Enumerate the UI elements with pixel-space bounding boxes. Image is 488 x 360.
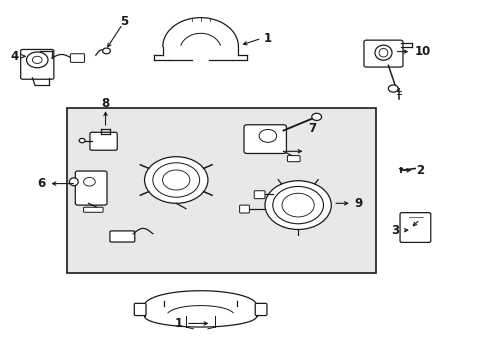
Circle shape (79, 138, 85, 143)
Text: 8: 8 (101, 98, 109, 111)
FancyBboxPatch shape (20, 49, 54, 79)
FancyBboxPatch shape (244, 125, 286, 153)
Text: 2: 2 (415, 164, 423, 177)
Circle shape (387, 85, 397, 92)
FancyBboxPatch shape (70, 54, 84, 62)
Text: 7: 7 (308, 122, 316, 135)
Ellipse shape (378, 48, 387, 57)
FancyBboxPatch shape (363, 40, 402, 67)
Circle shape (153, 163, 199, 197)
Ellipse shape (69, 178, 78, 186)
Circle shape (264, 181, 330, 229)
Ellipse shape (374, 45, 391, 60)
Bar (66, 108, 375, 273)
FancyBboxPatch shape (255, 303, 266, 316)
Circle shape (144, 157, 207, 203)
Circle shape (83, 177, 95, 186)
Circle shape (102, 48, 110, 54)
FancyBboxPatch shape (287, 156, 300, 162)
FancyBboxPatch shape (110, 231, 135, 242)
Text: 1: 1 (174, 317, 183, 330)
Circle shape (26, 52, 48, 68)
Text: 4: 4 (10, 50, 19, 63)
Text: 1: 1 (264, 32, 271, 45)
Circle shape (32, 56, 42, 63)
FancyBboxPatch shape (90, 132, 117, 150)
FancyBboxPatch shape (134, 303, 146, 316)
Circle shape (259, 130, 276, 142)
Text: 10: 10 (413, 45, 430, 58)
Text: 6: 6 (37, 177, 45, 190)
Text: 3: 3 (391, 224, 399, 237)
FancyBboxPatch shape (75, 171, 107, 205)
Circle shape (282, 193, 314, 217)
Text: 5: 5 (120, 15, 128, 28)
Circle shape (162, 170, 189, 190)
FancyBboxPatch shape (254, 191, 264, 199)
Circle shape (311, 113, 321, 121)
FancyBboxPatch shape (399, 213, 430, 242)
FancyBboxPatch shape (83, 207, 103, 212)
FancyBboxPatch shape (239, 205, 249, 213)
Text: 9: 9 (353, 197, 362, 210)
Circle shape (272, 186, 323, 224)
